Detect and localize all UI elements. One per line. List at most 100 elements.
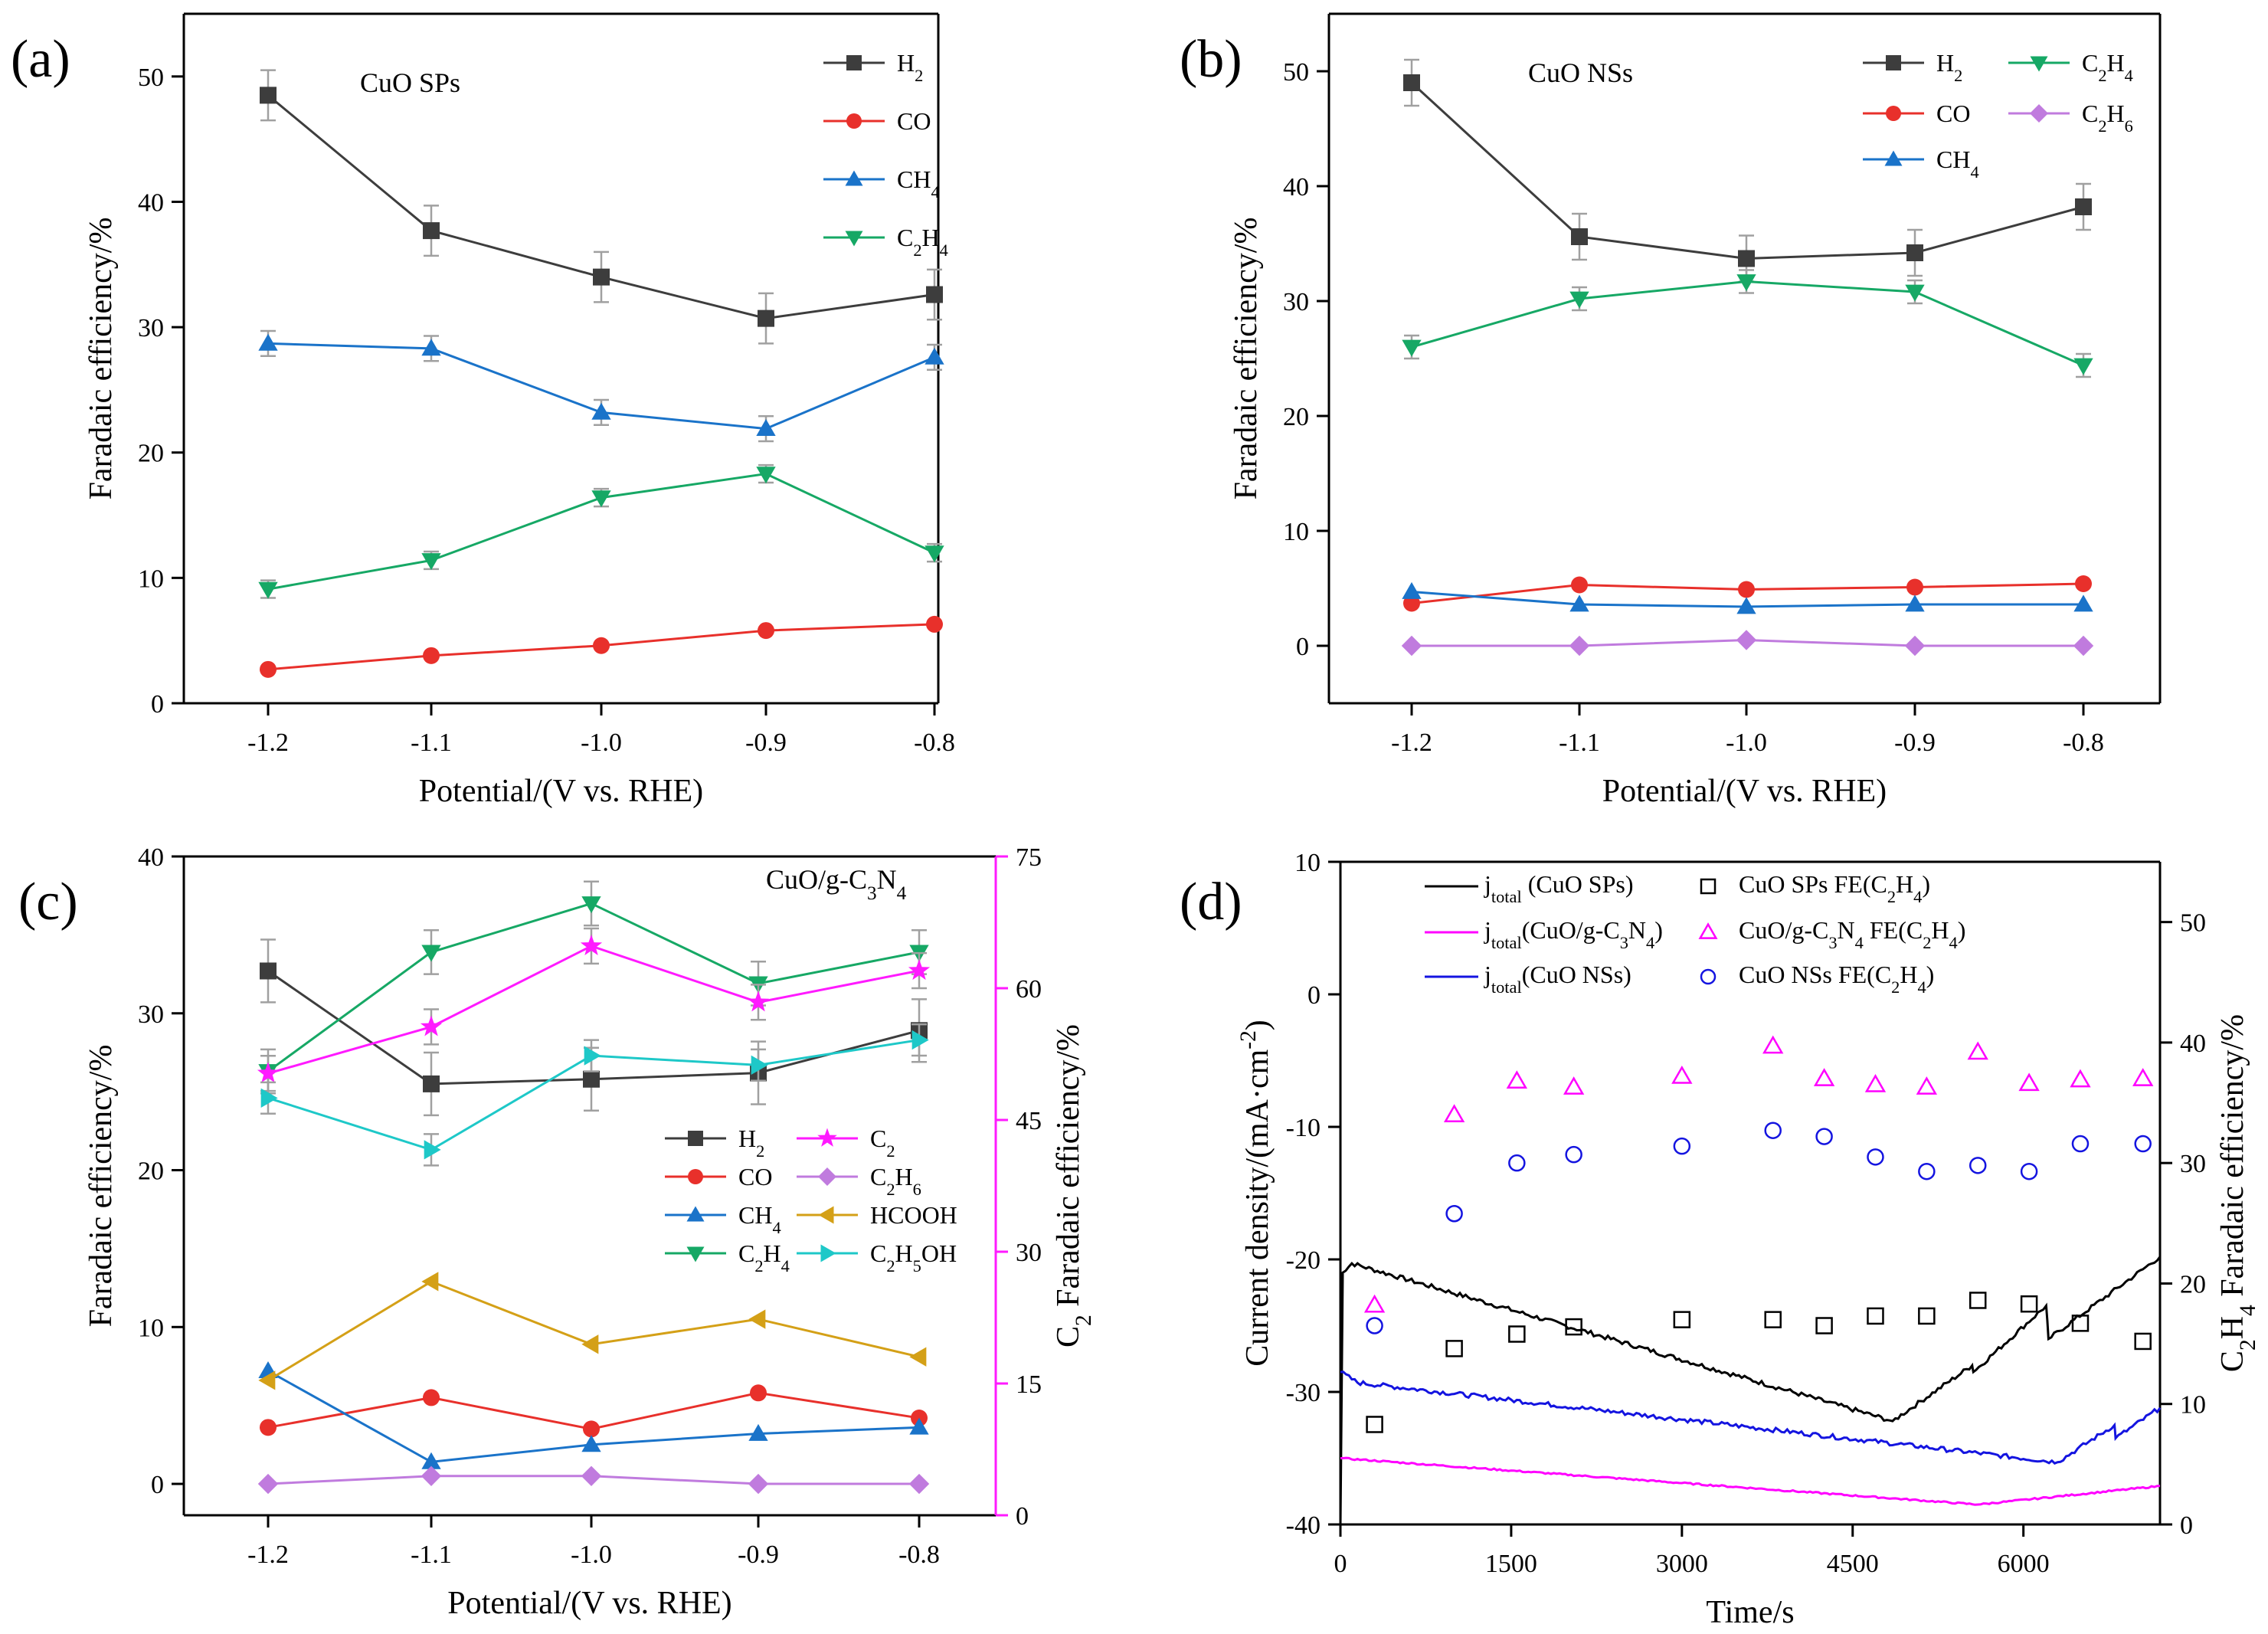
legend-marker (1886, 55, 1901, 70)
legend-label-part: CuO SPs FE(C (1739, 870, 1887, 898)
legend-label: C2H5OH (870, 1239, 957, 1275)
legend-label-part: 4 (1970, 162, 1978, 182)
legend-item-CH4: CH4 (665, 1201, 781, 1237)
legend-label-part: 2 (2098, 66, 2106, 85)
y-tick-label: 10 (138, 565, 164, 593)
legend-label: C2H6 (870, 1163, 921, 1199)
legend-label-part: C (897, 224, 913, 251)
legend-label: CH4 (897, 165, 940, 201)
series-H2 (260, 69, 943, 345)
legend-label-part: total (1491, 977, 1522, 997)
fe-point-fSP (1815, 1317, 1833, 1334)
data-point-CO (758, 622, 774, 640)
data-point-C2H4 (591, 490, 611, 508)
series-CH4 (258, 1361, 929, 1469)
y2-tick-label: 0 (1016, 1502, 1029, 1531)
legend-label-part: H (895, 1163, 913, 1190)
data-point-H2 (423, 222, 440, 240)
series-line-C2H4 (1411, 280, 2084, 367)
series-C2H4 (258, 463, 944, 599)
series-C2 (257, 927, 931, 1092)
series-line-H2 (1410, 81, 2084, 260)
inset-label-part: 4 (897, 883, 907, 904)
y-tick-label: 20 (138, 1158, 164, 1186)
x-tick-label: -0.8 (898, 1541, 940, 1569)
y-axis-title: Faradaic efficiency/% (83, 218, 119, 500)
fe-point-fSP (1867, 1307, 1884, 1325)
data-point-C2 (257, 1062, 280, 1083)
fe-point-fNS (1815, 1128, 1833, 1145)
legend-label-part: ) (1926, 961, 1935, 988)
legend-label: CO (738, 1163, 772, 1190)
series-CO (260, 615, 943, 678)
fe-point-fGC (2070, 1069, 2091, 1088)
y-tick-label: 10 (1283, 518, 1309, 546)
legend-marker (845, 231, 863, 247)
legend-label-part: C (870, 1125, 886, 1152)
legend-label-part: 3 (1828, 933, 1837, 952)
fe-point-fSP (1445, 1340, 1463, 1357)
legend-marker (1884, 150, 1903, 166)
data-point-CO (2075, 575, 2092, 592)
legend-label-part: N (1838, 916, 1855, 944)
x-tick-label: -1.2 (1391, 729, 1432, 757)
data-point-C2H4 (925, 545, 944, 563)
data-point-CO (1403, 594, 1420, 612)
legend-item-C2H4: C2H4 (823, 224, 948, 260)
panel-b: (b) -1.2 -1.1 -1.0 -0.9 -0.8 0 10 20 30 40 50 Poten… (1180, 12, 2162, 809)
legend-label-part: 2 (886, 1256, 895, 1275)
y2-tick-label: 75 (1016, 843, 1042, 872)
data-point-CO (423, 1389, 440, 1406)
y2-tick-label: 20 (2180, 1270, 2206, 1298)
x-tick-label: -1.1 (411, 729, 452, 757)
y-tick-label: 40 (1283, 173, 1309, 201)
x-tick-label: -0.9 (738, 1541, 779, 1569)
y2-axis-title-part: 4 (2236, 1305, 2260, 1316)
fe-point-fNS (1508, 1154, 1526, 1172)
legend-label: CuO/g-C3N4 FE(C2H4) (1739, 916, 1965, 952)
data-point-CH4 (1402, 581, 1422, 599)
legend-label-part: 4 (931, 182, 939, 201)
y2-tick-label: 60 (1016, 975, 1042, 1004)
y-tick-label: 30 (138, 314, 164, 342)
x-tick-label: 6000 (1998, 1550, 2050, 1578)
data-point-CH4 (756, 418, 776, 436)
legend-label: CuO NSs FE(C2H4) (1739, 961, 1934, 997)
fe-point-fGC (1443, 1104, 1465, 1123)
legend-item-H2: H2 (1863, 49, 1962, 85)
legend-item-C2H6: C2H6 (797, 1163, 921, 1199)
data-point-C2H5OH (911, 1030, 929, 1050)
legend-item-fSP: CuO SPs FE(C2H4) (1700, 870, 1930, 906)
legend-item-fNS: CuO NSs FE(C2H4) (1700, 961, 1934, 997)
y2-tick-label: 15 (1016, 1370, 1042, 1399)
y2-tick-label: 0 (2180, 1511, 2193, 1540)
y-axis-title-part: Current density/(mA·cm (1240, 1049, 1275, 1366)
legend-label-part: C (870, 1239, 886, 1267)
data-point-CH4 (925, 347, 944, 365)
panel-c: (c) -1.2 -1.1 -1.0 -0.9 -0.8010203040Potenti… (18, 843, 1096, 1621)
data-point-C2H4 (581, 896, 601, 914)
x-axis-title: Potential/(V vs. RHE) (447, 1586, 731, 1621)
y-tick-label: 20 (138, 440, 164, 468)
legend-item-jNS: jtotal(CuO NSs) (1425, 961, 1631, 997)
legend-label: CO (1936, 100, 1970, 127)
legend-item-C2H6: C2H6 (2008, 100, 2133, 136)
fe-point-fSP (1366, 1416, 1383, 1433)
y2-tick-label: 45 (1016, 1107, 1042, 1135)
y-axis-title-part: -2 (1236, 1030, 1261, 1049)
legend-label-part: 2 (915, 66, 923, 85)
y2-axis-title-part: 2 (2236, 1339, 2260, 1351)
data-point-C2H6 (581, 1465, 602, 1487)
legend-label-part: H (1936, 49, 1954, 77)
legend-label: jtotal(CuO NSs) (1484, 961, 1631, 997)
inset-label-part: N (877, 864, 897, 895)
fe-point-fGC (1864, 1073, 1887, 1092)
legend-item-CH4: CH4 (823, 165, 940, 201)
data-point-H2 (260, 87, 277, 104)
y2-tick-label: 10 (2180, 1391, 2206, 1420)
fe-point-fNS (1918, 1162, 1936, 1180)
x-tick-label: -1.0 (581, 729, 622, 757)
data-point-C2H4 (421, 553, 441, 571)
x-tick-label: 3000 (1656, 1550, 1708, 1578)
